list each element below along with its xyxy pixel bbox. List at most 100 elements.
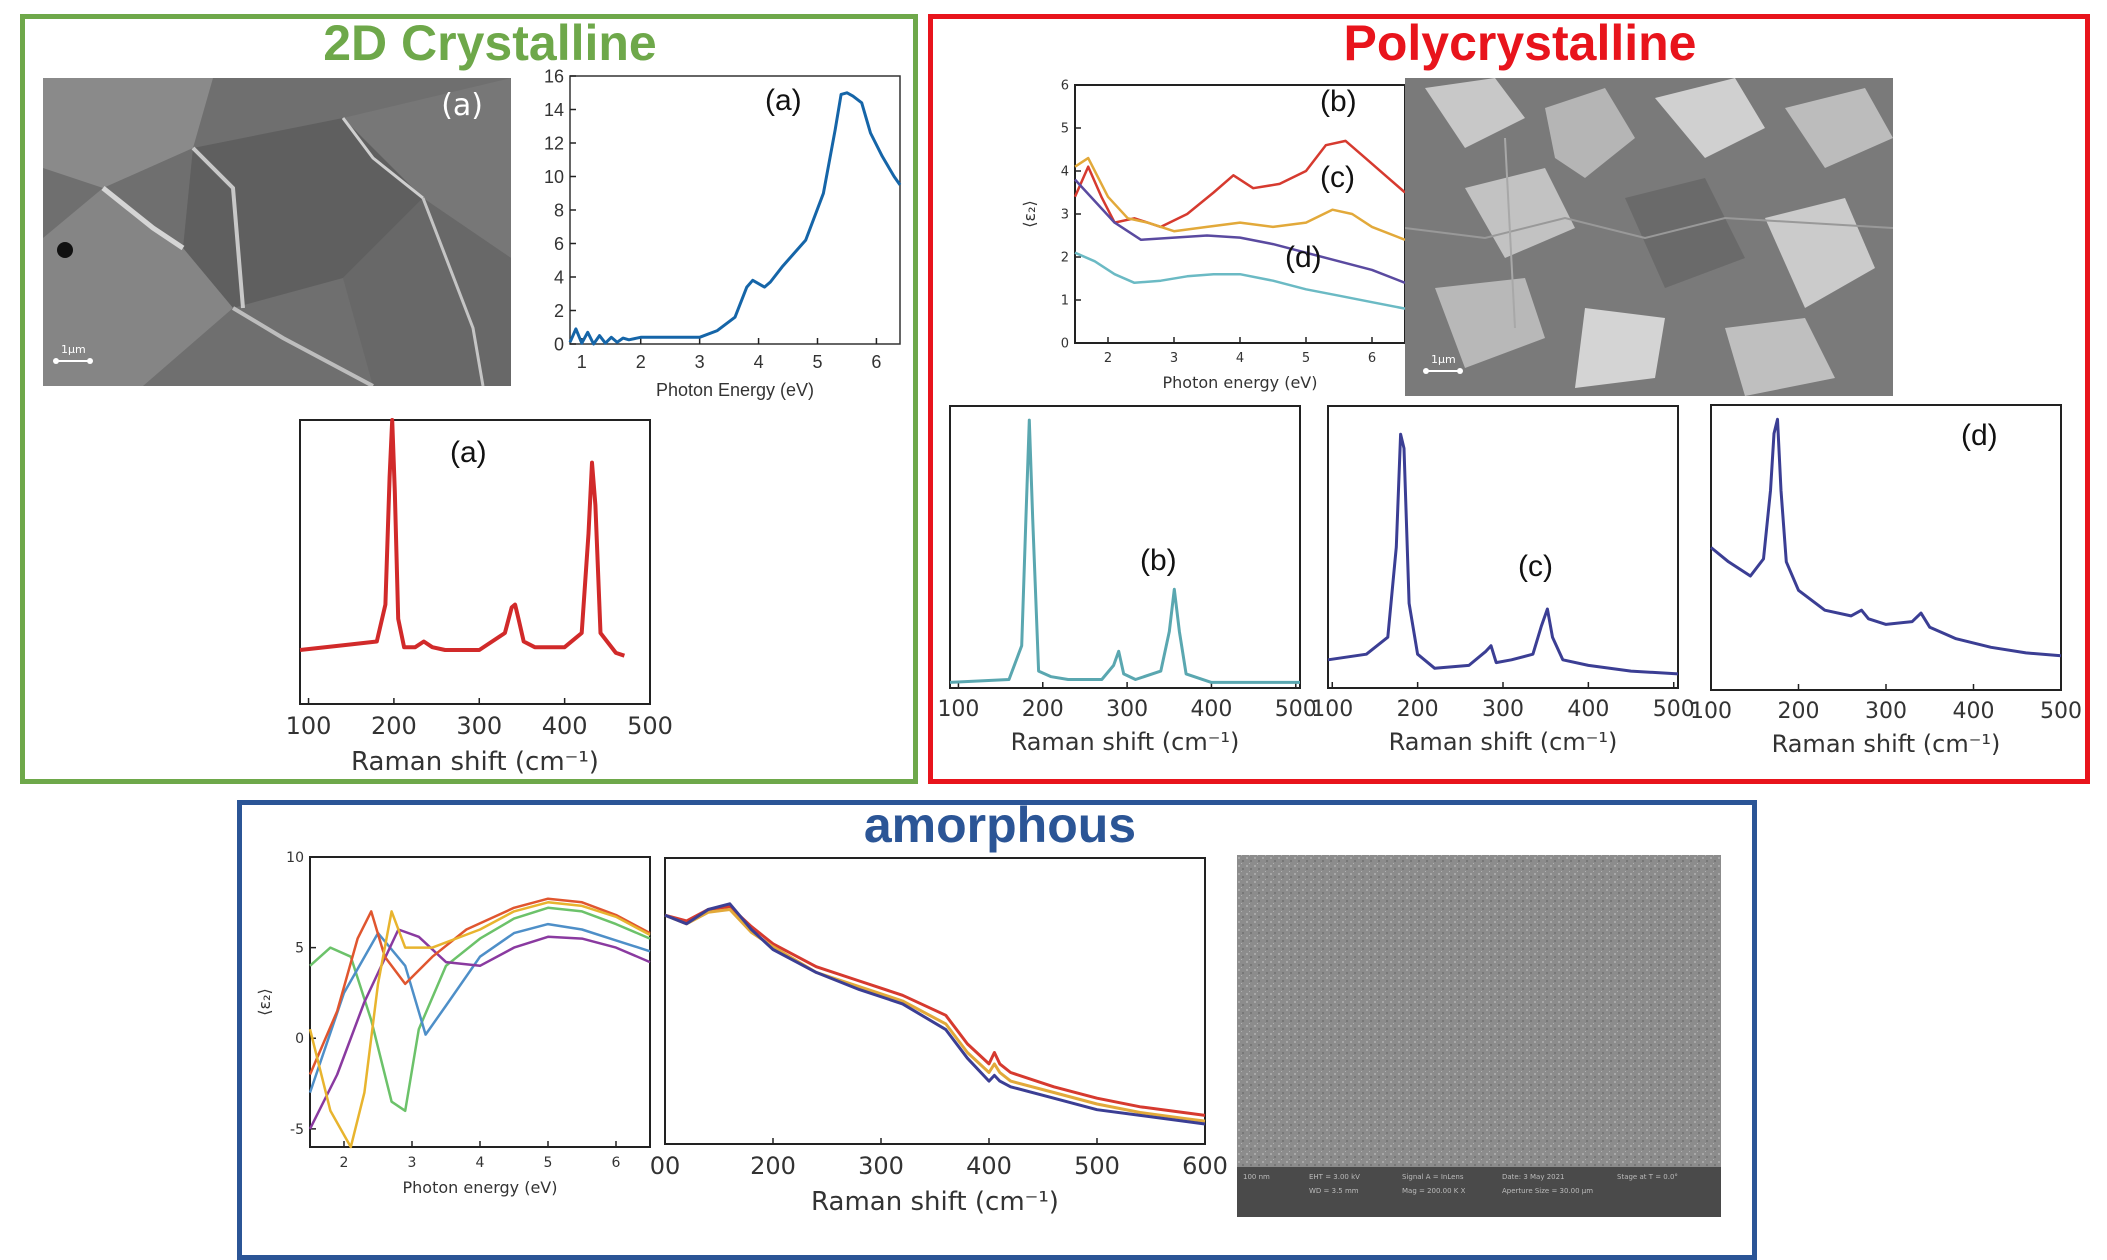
chart-poly-raman-d: 100 200 300 400 500 Raman shift (cm⁻¹) (d) [1690, 395, 2082, 780]
x-tick-label: 500 [1074, 1152, 1120, 1180]
y-tick-label: 6 [554, 234, 564, 254]
y-axis-label: ⟨ε₂⟩ [1020, 200, 1039, 228]
x-axis-label: Raman shift (cm⁻¹) [1389, 728, 1618, 756]
series-line-green [309, 906, 651, 1113]
y-tick-label: 0 [1061, 337, 1069, 352]
series-line-indigo [664, 902, 1206, 1126]
x-tick-label: 2 [636, 352, 646, 372]
x-axis-label: Photon energy (eV) [403, 1178, 558, 1197]
chart-svg: 100 200 300 400 500 Raman shift (cm⁻¹) (b) [937, 405, 1317, 756]
chart-svg: 100 200 300 400 500 Raman shift (cm⁻¹) (d) [1690, 404, 2082, 758]
plot-frame [949, 405, 1301, 689]
y-tick-label: 0 [295, 1031, 304, 1047]
x-tick-label: 200 [371, 712, 417, 740]
sem-info-scale: 100 nm [1243, 1173, 1270, 1181]
series-line-(a) [299, 418, 626, 658]
x-tick-label: 500 [1275, 697, 1317, 722]
x-tick-label: 500 [627, 712, 673, 740]
plot-frame [299, 419, 651, 705]
y-tick-label: 4 [1061, 165, 1069, 180]
sem-image-poly: 1μm [1405, 78, 1893, 396]
sem-info-stage: Stage at T = 0.0° [1617, 1173, 1678, 1181]
scale-bar-label: 1μm [1431, 353, 1456, 366]
x-tick-label: 5 [1302, 351, 1310, 366]
y-tick-label: 4 [554, 267, 564, 287]
series-line-yellow [308, 901, 651, 1149]
y-tick-label: 1 [1061, 294, 1069, 309]
series-line-yellow [664, 908, 1206, 1123]
y-tick-label: 5 [295, 941, 304, 957]
x-tick-label: 300 [1106, 697, 1148, 722]
x-tick-label: 6 [1368, 351, 1376, 366]
x-tick-label: 5 [544, 1155, 553, 1171]
series-line-purple [308, 928, 651, 1130]
x-tick-label: 3 [695, 352, 705, 372]
scale-bar-end [1423, 368, 1429, 374]
y-tick-label: 10 [544, 167, 564, 187]
chart-amor-optical: 2 3 4 5 6 -5 0 5 10 Photon energy (eV) ⟨ε₂⟩ [255, 850, 655, 1210]
panel-label: (b) [1320, 85, 1357, 118]
y-tick-label: 16 [544, 66, 564, 86]
x-tick-label: 3 [408, 1155, 417, 1171]
sem-info-wd: WD = 3.5 mm [1309, 1187, 1359, 1195]
chart-poly-optical: 2 3 4 5 6 0 1 2 3 4 5 6 Photon energy (eV) ⟨ε₂⟩ (b) (c)… [1020, 75, 1410, 405]
sem-image-amorphous: 100 nm EHT = 3.00 kV WD = 3.5 mm Signal … [1237, 855, 1721, 1217]
x-tick-label: 3 [1170, 351, 1178, 366]
chart-svg: 2 3 4 5 6 0 1 2 3 4 5 6 Photon energy (eV) ⟨ε₂⟩ (b) (c)… [1020, 79, 1406, 392]
chart-svg: 100 200 300 400 500 Raman shift (cm⁻¹) (a) [286, 418, 673, 777]
chart-amor-raman: 00 200 300 400 500 600 Raman shift (cm⁻¹) [650, 850, 1228, 1230]
plot-frame [569, 75, 901, 345]
x-axis-label: Photon Energy (eV) [656, 380, 814, 400]
x-axis-label: Raman shift (cm⁻¹) [1011, 728, 1240, 756]
panel-label: (d) [1285, 241, 1322, 274]
series-line-(a) [568, 91, 902, 346]
series-line-(b) [949, 418, 1300, 684]
sem-texture [1405, 78, 1893, 396]
sem-info-signal: Signal A = InLens [1402, 1173, 1464, 1181]
x-tick-label: 400 [1567, 697, 1609, 722]
x-tick-label: 400 [1953, 699, 1995, 724]
x-axis-label: Raman shift (cm⁻¹) [811, 1187, 1059, 1217]
chart-svg: 00 200 300 400 500 600 Raman shift (cm⁻¹) [650, 857, 1228, 1217]
x-tick-label: 400 [1190, 697, 1232, 722]
y-tick-label: 6 [1061, 79, 1069, 94]
chart-svg: 100 200 300 400 500 Raman shift (cm⁻¹) (c) [1311, 405, 1695, 756]
y-tick-label: 5 [1061, 122, 1069, 137]
x-tick-label: 400 [966, 1152, 1012, 1180]
panel-label: (c) [1518, 550, 1553, 583]
scale-bar: 1μm [53, 343, 93, 373]
chart-poly-raman-c: 100 200 300 400 500 Raman shift (cm⁻¹) (c) [1311, 400, 1695, 780]
x-tick-label: 300 [1865, 699, 1907, 724]
sem-info-bar: 100 nm EHT = 3.00 kV WD = 3.5 mm Signal … [1237, 1167, 1721, 1217]
poly-panel [928, 14, 2090, 784]
x-tick-label: 4 [1236, 351, 1244, 366]
y-tick-label: 14 [544, 100, 564, 120]
y-tick-label: 0 [554, 334, 564, 354]
scale-bar-line [1426, 370, 1460, 372]
x-tick-label: 400 [542, 712, 588, 740]
sem-info-aperture: Aperture Size = 30.00 μm [1502, 1187, 1594, 1195]
x-tick-label: 500 [2040, 699, 2082, 724]
y-tick-label: 12 [544, 133, 564, 153]
crystalline-title: 2D Crystalline [323, 15, 657, 71]
x-tick-label: 2 [1104, 351, 1112, 366]
x-tick-label: 5 [812, 352, 822, 372]
series-line-red [664, 905, 1206, 1117]
y-tick-label: 10 [286, 850, 304, 866]
series-line-blue [308, 922, 651, 1094]
x-tick-label: 4 [476, 1155, 485, 1171]
scale-bar-end [53, 358, 59, 364]
x-tick-label: 100 [1311, 697, 1353, 722]
x-tick-label: 100 [286, 712, 332, 740]
scale-bar-label: 1μm [61, 343, 86, 356]
x-tick-label: 200 [1397, 697, 1439, 722]
panel-label: (a) [765, 84, 802, 117]
y-axis-label: ⟨ε₂⟩ [255, 988, 274, 1016]
sem-panel-label: (a) [441, 88, 483, 123]
sem-info-date: Date: 3 May 2021 [1502, 1173, 1565, 1181]
x-axis-label: Photon energy (eV) [1163, 373, 1318, 392]
scale-bar-line [56, 360, 90, 362]
x-tick-label: 4 [754, 352, 764, 372]
x-tick-label: 00 [650, 1152, 681, 1180]
